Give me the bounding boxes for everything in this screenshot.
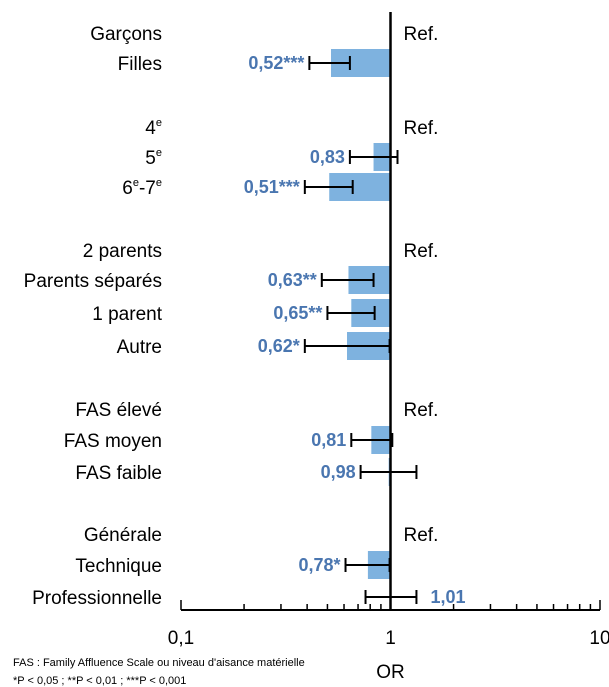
- value-label: 0,51***: [244, 177, 300, 197]
- reference-label: Ref.: [404, 24, 439, 45]
- row-label: Professionnelle: [32, 588, 162, 609]
- value-label: 0,78*: [298, 555, 340, 575]
- reference-label: Ref.: [404, 400, 439, 421]
- row-label: 4e: [145, 117, 162, 139]
- row-label: Garçons: [90, 24, 162, 45]
- row-label: Technique: [75, 556, 162, 577]
- row-label: 2 parents: [83, 241, 162, 262]
- value-label: 0,63**: [268, 270, 317, 290]
- value-label: 0,98: [321, 462, 356, 482]
- row-label: Générale: [84, 525, 162, 546]
- row-label: 1 parent: [92, 304, 162, 325]
- row-labels-layer: Garçons Filles 4e 5e 6e-7e 2 parents Parents s…: [24, 24, 163, 609]
- reference-label: Ref.: [404, 118, 439, 139]
- row-label: FAS moyen: [64, 431, 162, 452]
- value-label: 0,83: [310, 147, 345, 167]
- value-label: 0,65**: [273, 303, 322, 323]
- value-label: 1,01: [430, 587, 465, 607]
- row-label: Parents séparés: [24, 271, 162, 292]
- value-labels-layer: Ref. 0,52*** Ref. 0,83 0,51*** Ref. 0,63** 0,65…: [244, 24, 466, 607]
- reference-label: Ref.: [404, 241, 439, 262]
- row-label: FAS faible: [75, 463, 162, 484]
- value-label: 0,81: [311, 430, 346, 450]
- value-label: 0,52***: [248, 53, 304, 73]
- x-axis-label: OR: [376, 662, 405, 683]
- x-tick-label: 10: [589, 628, 609, 649]
- footnote-fas: FAS : Family Affluence Scale ou niveau d…: [13, 657, 305, 669]
- x-tick-label: 1: [385, 628, 396, 649]
- footnote-significance: *P < 0,05 ; **P < 0,01 ; ***P < 0,001: [13, 675, 187, 687]
- row-label: 6e-7e: [122, 177, 162, 199]
- reference-label: Ref.: [404, 525, 439, 546]
- row-label: FAS élevé: [75, 400, 162, 421]
- x-axis: 0,1 1 10 OR: [168, 600, 609, 683]
- row-label: 5e: [145, 147, 162, 169]
- x-tick-label: 0,1: [168, 628, 194, 649]
- error-bars-layer: [303, 56, 418, 604]
- row-label: Autre: [117, 337, 162, 358]
- row-label: Filles: [118, 54, 162, 75]
- value-label: 0,62*: [258, 336, 300, 356]
- bars-layer: [329, 49, 392, 611]
